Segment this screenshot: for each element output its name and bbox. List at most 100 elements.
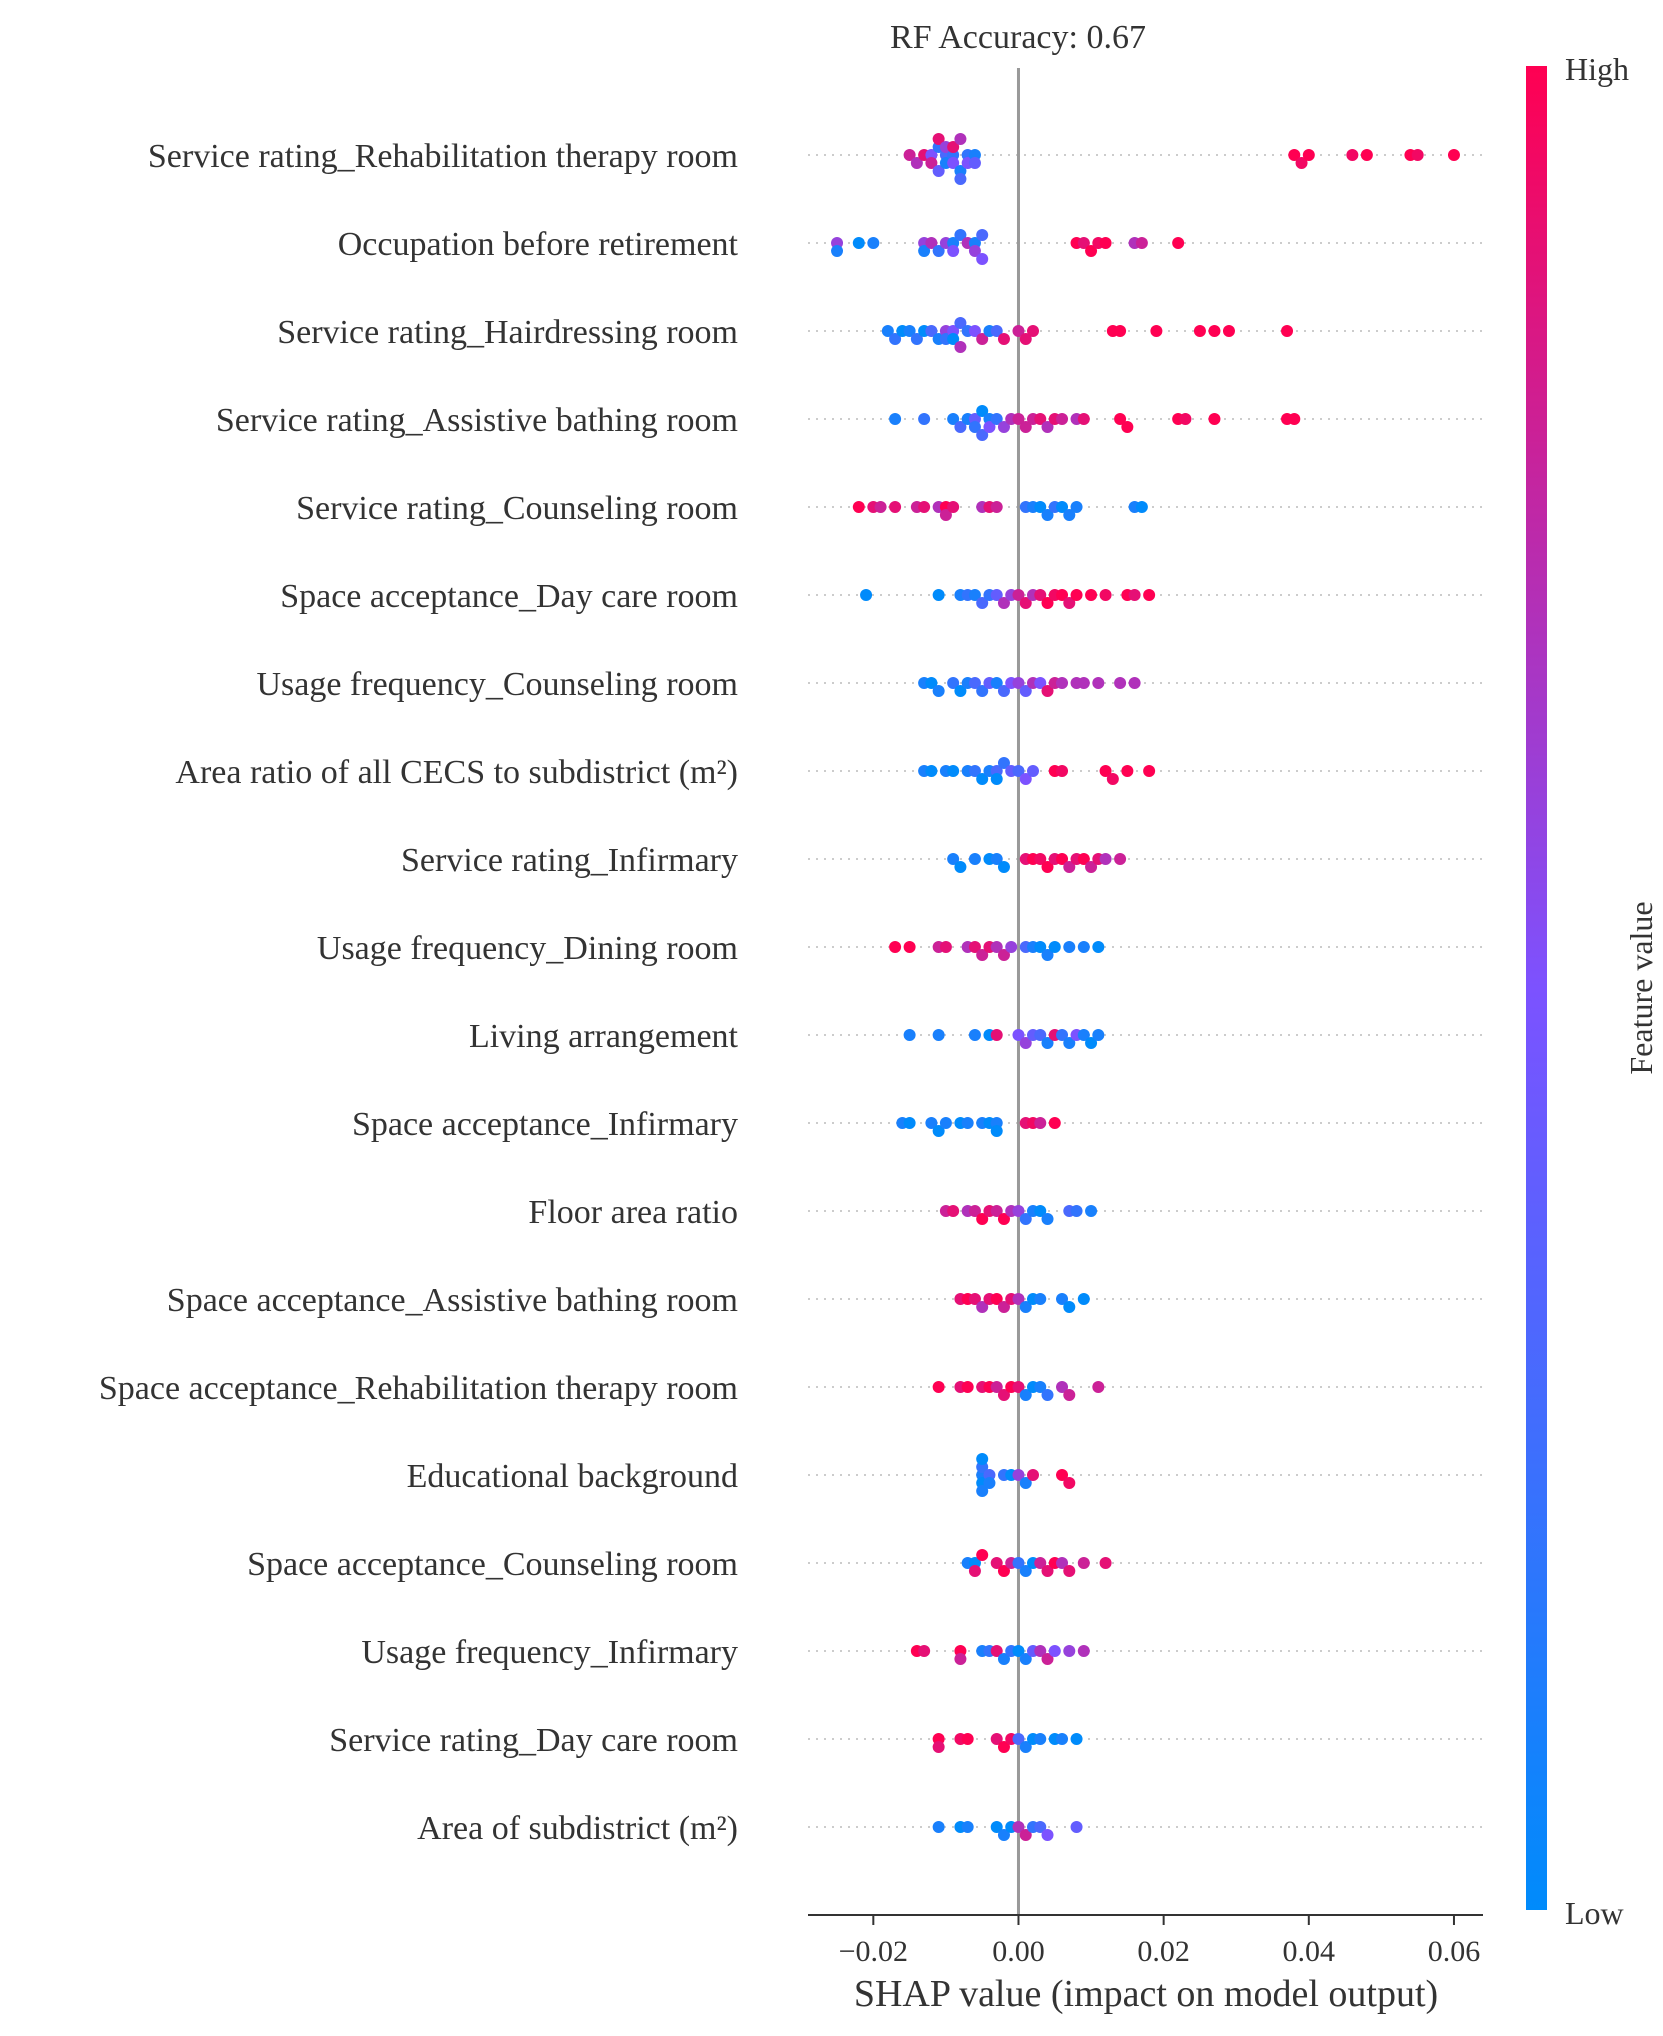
data-point <box>1302 149 1315 161</box>
x-tick-label: 0.06 <box>1428 1935 1481 1968</box>
data-point <box>954 317 967 329</box>
data-point <box>990 941 1003 953</box>
data-point <box>1077 1293 1090 1305</box>
data-point <box>1135 501 1148 513</box>
data-point <box>903 1029 916 1041</box>
data-point <box>976 597 989 609</box>
data-point <box>1041 1213 1054 1225</box>
data-point <box>1143 589 1156 601</box>
feature-label: Service rating_Day care room <box>329 1722 738 1759</box>
data-point <box>1077 1029 1090 1041</box>
data-point <box>968 1565 981 1577</box>
data-point <box>947 765 960 777</box>
data-point <box>990 325 1003 337</box>
data-point <box>1019 421 1032 433</box>
data-point <box>1085 1037 1098 1049</box>
data-point <box>1034 501 1047 513</box>
data-point <box>947 141 960 153</box>
data-point <box>1041 685 1054 697</box>
data-point <box>881 325 894 337</box>
data-point <box>1034 941 1047 953</box>
data-point <box>947 1205 960 1217</box>
data-point <box>997 597 1010 609</box>
data-point <box>968 421 981 433</box>
data-point <box>1114 325 1127 337</box>
data-point <box>1012 677 1025 689</box>
data-point <box>947 157 960 169</box>
data-point <box>903 941 916 953</box>
data-point <box>1063 1301 1076 1313</box>
data-point <box>1222 325 1235 337</box>
data-point <box>961 1821 974 1833</box>
data-point <box>1056 1469 1069 1481</box>
data-point <box>1070 589 1083 601</box>
data-point <box>925 325 938 337</box>
data-point <box>1019 1565 1032 1577</box>
feature-label: Usage frequency_Dining room <box>317 930 738 967</box>
data-point <box>990 677 1003 689</box>
data-point <box>947 413 960 425</box>
data-point <box>1056 1381 1069 1393</box>
data-point <box>1012 1381 1025 1393</box>
data-point <box>1048 941 1061 953</box>
data-point <box>1070 1733 1083 1745</box>
data-point <box>1019 1389 1032 1401</box>
data-point <box>968 1205 981 1217</box>
data-point <box>1063 1037 1076 1049</box>
data-point <box>968 245 981 257</box>
data-point <box>1085 245 1098 257</box>
data-point <box>1019 1213 1032 1225</box>
data-point <box>1077 853 1090 865</box>
data-point <box>1027 765 1039 777</box>
feature-label: Service rating_Counseling room <box>296 490 738 527</box>
data-point <box>997 685 1010 697</box>
data-point <box>954 685 967 697</box>
feature-label: Space acceptance_Assistive bathing room <box>167 1282 738 1319</box>
data-point <box>990 1029 1003 1041</box>
data-point <box>1012 1821 1025 1833</box>
data-point <box>1077 237 1090 249</box>
colorbar-title: Feature value <box>1623 901 1659 1074</box>
data-point <box>1077 1557 1090 1569</box>
data-point <box>990 413 1003 425</box>
feature-label: Space acceptance_Counseling room <box>247 1546 738 1583</box>
data-point <box>1193 325 1206 337</box>
data-point <box>997 861 1010 873</box>
data-point <box>918 1645 931 1657</box>
data-point <box>903 325 916 337</box>
data-point <box>1063 1565 1076 1577</box>
data-point <box>976 253 989 265</box>
data-point <box>997 1829 1010 1841</box>
data-point <box>1012 1293 1025 1305</box>
data-point <box>1150 325 1163 337</box>
data-point <box>990 1733 1003 1745</box>
data-point <box>932 1381 945 1393</box>
data-point <box>1056 765 1069 777</box>
data-point <box>889 941 902 953</box>
feature-labels: Service rating_Rehabilitation therapy ro… <box>99 138 739 1847</box>
data-point <box>976 405 989 417</box>
data-point <box>976 1549 989 1561</box>
x-tick-label: −0.02 <box>839 1935 908 1968</box>
feature-label: Space acceptance_Rehabilitation therapy … <box>99 1370 738 1407</box>
data-point <box>976 333 989 345</box>
data-point <box>1034 1293 1047 1305</box>
data-point <box>954 173 967 185</box>
data-point <box>1063 1389 1076 1401</box>
data-point <box>932 1821 945 1833</box>
data-point <box>1099 589 1112 601</box>
data-point <box>932 589 945 601</box>
data-point <box>990 1381 1003 1393</box>
data-point <box>1288 413 1301 425</box>
data-point <box>1012 1733 1025 1745</box>
feature-label: Floor area ratio <box>528 1194 738 1231</box>
data-point <box>1085 1205 1098 1217</box>
data-point <box>997 1565 1010 1577</box>
chart-title: RF Accuracy: 0.67 <box>890 19 1146 56</box>
data-point <box>1041 949 1054 961</box>
data-point <box>997 1389 1010 1401</box>
data-point <box>932 165 945 177</box>
data-point <box>1128 589 1141 601</box>
data-point <box>976 949 989 961</box>
